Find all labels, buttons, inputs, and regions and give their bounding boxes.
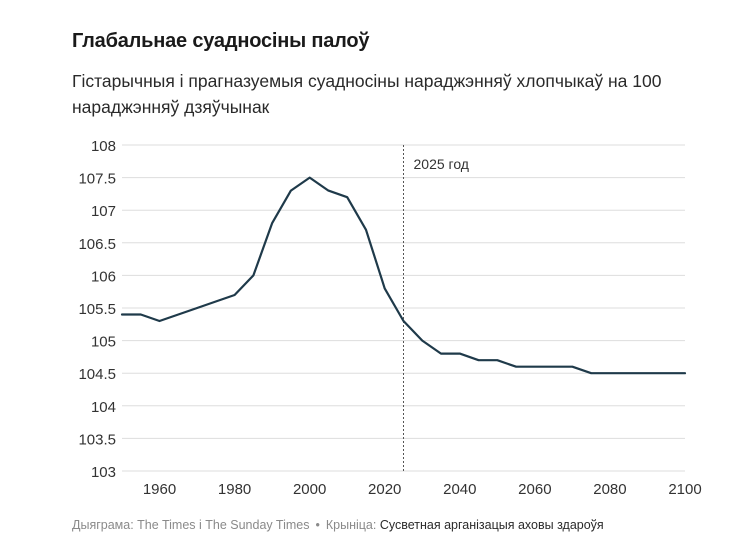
y-tick-label: 103 (91, 464, 116, 481)
chart-credit: Дыяграма: The Times і The Sunday Times (72, 518, 310, 532)
y-tick-label: 106.5 (78, 236, 116, 253)
y-tick-label: 105.5 (78, 301, 116, 318)
x-tick-label: 1980 (218, 481, 251, 498)
footer-separator: • (315, 518, 320, 532)
x-tick-label: 2080 (593, 481, 626, 498)
y-tick-label: 107 (91, 203, 116, 220)
x-tick-label: 2100 (668, 481, 701, 498)
source-label: Крыніца: (325, 518, 377, 532)
y-tick-label: 104 (91, 399, 116, 416)
annotation-label: 2025 год (414, 156, 469, 172)
series-line (120, 176, 687, 375)
y-tick-label: 108 (91, 138, 116, 155)
chart-subtitle: Гістарычныя і прагназуемыя суадносіны на… (72, 71, 662, 117)
y-tick-label: 104.5 (78, 366, 116, 383)
source-link[interactable]: Сусветная арганізацыя аховы здароўя (379, 518, 604, 532)
x-tick-label: 2040 (443, 481, 476, 498)
y-tick-label: 103.5 (78, 431, 116, 448)
x-tick-label: 2060 (518, 481, 551, 498)
chart-title: Глабальнае суадносіны палоў (72, 30, 370, 52)
y-tick-label: 107.5 (78, 171, 116, 188)
x-tick-label: 1960 (143, 481, 176, 498)
x-tick-label: 2020 (368, 481, 401, 498)
chart-footer: Дыяграма: The Times і The Sunday Times • К… (72, 518, 604, 532)
y-tick-label: 106 (91, 268, 116, 285)
y-tick-label: 105 (91, 334, 116, 351)
x-tick-label: 2000 (293, 481, 326, 498)
